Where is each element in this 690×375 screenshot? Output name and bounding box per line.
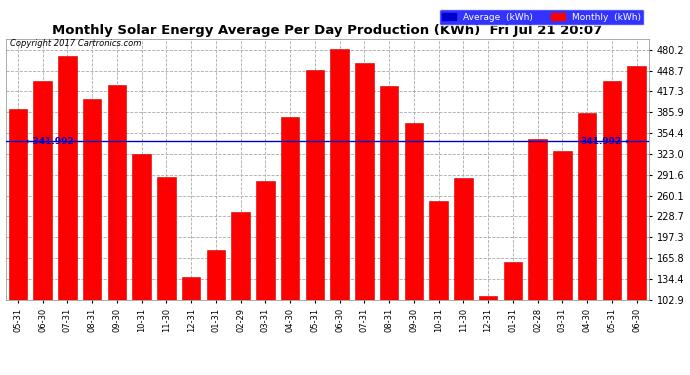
Text: 15.489: 15.489 [64,337,70,363]
Bar [331,49,349,368]
Bar [231,212,250,368]
Title: Monthly Solar Energy Average Per Day Production (KWh)  Fri Jul 21 20:07: Monthly Solar Energy Average Per Day Pro… [52,24,602,38]
Text: 13.325: 13.325 [89,337,95,363]
Bar [83,99,101,368]
Bar [108,85,126,368]
Text: 9.440: 9.440 [460,341,466,363]
Text: 9.457: 9.457 [164,341,170,363]
Text: 5.261: 5.261 [510,341,516,363]
Text: 14.225: 14.225 [39,337,46,363]
Bar [58,56,77,368]
Text: 10.759: 10.759 [560,337,565,363]
Text: 14.796: 14.796 [312,337,318,363]
Bar [578,113,596,368]
Text: 12.147: 12.147 [411,337,417,363]
Text: 15.814: 15.814 [337,337,343,363]
Text: 4.510: 4.510 [188,341,194,363]
Bar [529,139,547,368]
Bar [157,177,176,368]
Bar [504,262,522,368]
Bar [9,110,27,368]
Bar [182,277,200,368]
Text: Copyright 2017 Cartronics.com: Copyright 2017 Cartronics.com [10,39,141,48]
Text: 7.749: 7.749 [237,341,244,363]
Text: 3.559: 3.559 [485,341,491,363]
Bar [306,70,324,368]
Text: 12.471: 12.471 [287,337,293,363]
Bar [132,154,151,368]
Bar [256,182,275,368]
Text: 14.038: 14.038 [114,337,120,363]
Bar [355,63,374,368]
Bar [33,81,52,368]
Text: 14.221: 14.221 [609,337,615,363]
Text: ←341.992: ←341.992 [26,137,74,146]
Text: 14.996: 14.996 [633,337,640,363]
Bar [380,86,398,368]
Text: 13.965: 13.965 [386,337,392,363]
Text: 11.357: 11.357 [535,337,540,363]
Bar [206,250,225,368]
Bar [429,201,448,368]
Text: 15.123: 15.123 [362,337,367,363]
Text: 10.630: 10.630 [139,337,145,363]
Text: 8.290: 8.290 [435,341,442,363]
Bar [553,151,571,368]
Bar [281,117,299,368]
Bar [404,123,423,368]
Bar [627,66,646,368]
Text: 9.252: 9.252 [262,341,268,363]
Bar [479,296,497,368]
Bar [602,81,621,368]
Text: 12.659: 12.659 [584,337,590,363]
Text: 5.870: 5.870 [213,341,219,363]
Bar [454,178,473,368]
Legend: Average  (kWh), Monthly  (kWh): Average (kWh), Monthly (kWh) [439,9,644,26]
Text: 341.992→: 341.992→ [580,137,629,146]
Text: 12.826: 12.826 [15,337,21,363]
